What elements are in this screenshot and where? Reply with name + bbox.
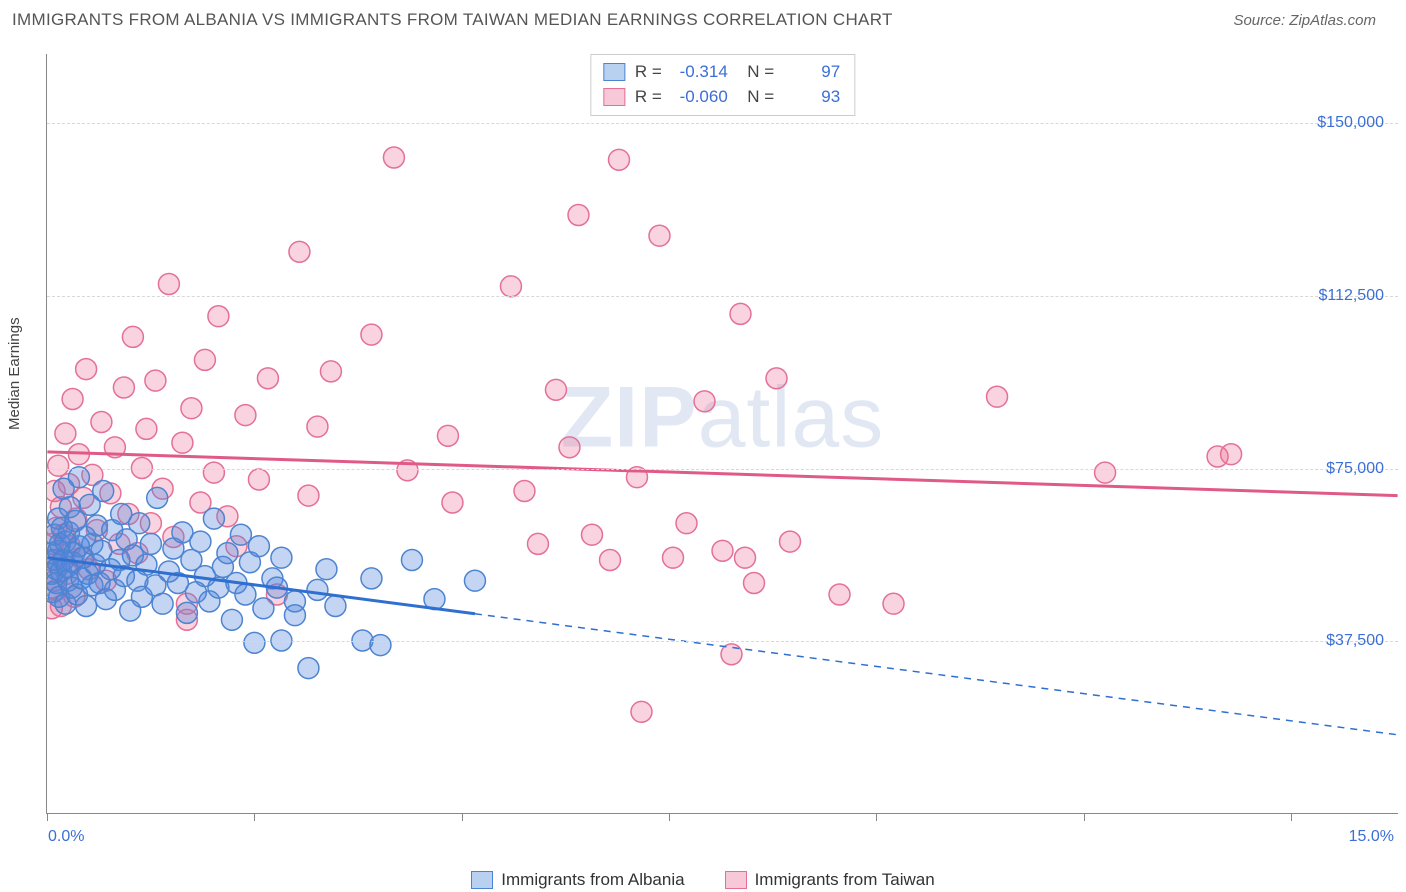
y-tick-label: $37,500 [1326,632,1384,650]
y-tick-label: $150,000 [1317,114,1384,132]
swatch-albania [603,63,625,81]
correlation-legend: R =-0.314 N =97 R =-0.060 N =93 [590,54,855,116]
legend-item-albania: Immigrants from Albania [471,870,684,890]
y-tick-label: $112,500 [1318,287,1384,305]
scatter-plot-svg [47,54,1398,813]
swatch-albania [471,871,493,889]
swatch-taiwan [603,88,625,106]
chart-title: IMMIGRANTS FROM ALBANIA VS IMMIGRANTS FR… [12,10,893,30]
legend-row-albania: R =-0.314 N =97 [603,60,840,85]
series-legend: Immigrants from Albania Immigrants from … [0,870,1406,890]
y-axis-label: Median Earnings [6,317,23,430]
y-tick-label: $75,000 [1326,460,1384,478]
legend-item-taiwan: Immigrants from Taiwan [725,870,935,890]
swatch-taiwan [725,871,747,889]
legend-label: Immigrants from Albania [501,870,684,890]
legend-row-taiwan: R =-0.060 N =93 [603,85,840,110]
x-axis-max-label: 15.0% [1349,828,1394,846]
legend-label: Immigrants from Taiwan [755,870,935,890]
chart-area: ZIPatlas R =-0.314 N =97 R =-0.060 N =93… [46,54,1398,814]
x-axis-min-label: 0.0% [48,828,84,846]
source-attribution: Source: ZipAtlas.com [1233,12,1376,29]
